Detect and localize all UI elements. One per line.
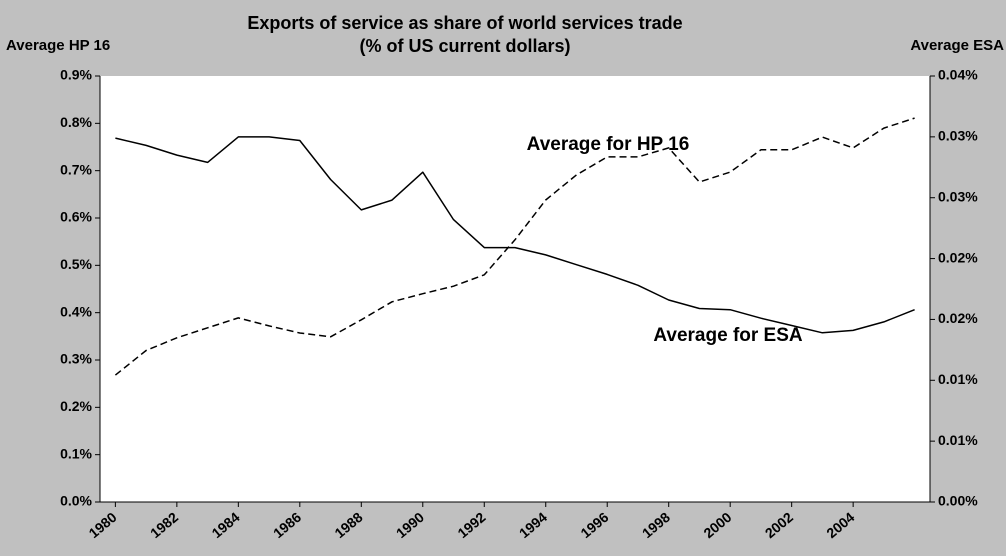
y-tick-label: 0.3% bbox=[60, 351, 92, 367]
y2-tick-label: 0.02% bbox=[938, 310, 978, 326]
x-tick-label: 2002 bbox=[762, 509, 796, 541]
series-label: Average for ESA bbox=[653, 325, 803, 346]
y-tick-label: 0.1% bbox=[60, 445, 92, 461]
y2-tick-label: 0.03% bbox=[938, 128, 978, 144]
chart-title: Exports of service as share of world ser… bbox=[247, 13, 682, 33]
series-label: Average for HP 16 bbox=[527, 134, 690, 155]
x-tick-label: 1992 bbox=[454, 509, 488, 541]
y-tick-label: 0.5% bbox=[60, 256, 92, 272]
y-tick-label: 0.0% bbox=[60, 493, 92, 509]
x-tick-label: 2000 bbox=[700, 509, 734, 541]
y-axis-title: Average HP 16 bbox=[6, 37, 110, 54]
plot-area bbox=[100, 76, 930, 502]
y-tick-label: 0.8% bbox=[60, 114, 92, 130]
series-line bbox=[114, 117, 915, 376]
y-tick-label: 0.4% bbox=[60, 303, 92, 319]
x-tick-label: 2004 bbox=[823, 509, 857, 541]
x-tick-label: 1994 bbox=[516, 509, 550, 541]
y-tick-label: 0.6% bbox=[60, 209, 92, 225]
y-tick-label: 0.2% bbox=[60, 398, 92, 414]
y2-axis-title: Average ESA bbox=[910, 37, 1004, 54]
x-tick-label: 1986 bbox=[270, 509, 304, 541]
y2-tick-label: 0.01% bbox=[938, 371, 978, 387]
x-tick-label: 1982 bbox=[147, 509, 181, 541]
x-tick-label: 1998 bbox=[639, 509, 673, 541]
x-tick-label: 1988 bbox=[331, 509, 365, 541]
chart-subtitle: (% of US current dollars) bbox=[359, 36, 570, 56]
y2-tick-label: 0.00% bbox=[938, 493, 978, 509]
x-tick-label: 1996 bbox=[577, 509, 611, 541]
x-tick-label: 1980 bbox=[86, 509, 120, 541]
y2-tick-label: 0.03% bbox=[938, 188, 978, 204]
y2-tick-label: 0.01% bbox=[938, 432, 978, 448]
series-line bbox=[115, 136, 915, 334]
x-tick-label: 1990 bbox=[393, 509, 427, 541]
y-tick-label: 0.9% bbox=[60, 67, 92, 83]
x-tick-label: 1984 bbox=[208, 509, 242, 541]
y2-tick-label: 0.04% bbox=[938, 67, 978, 83]
y2-tick-label: 0.02% bbox=[938, 249, 978, 265]
y-tick-label: 0.7% bbox=[60, 161, 92, 177]
